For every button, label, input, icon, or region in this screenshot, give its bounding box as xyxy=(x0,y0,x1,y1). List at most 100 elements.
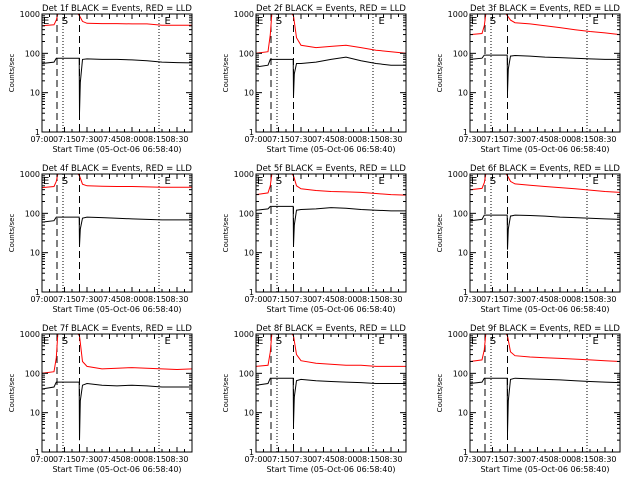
y-tick-label: 1 xyxy=(463,128,468,137)
chart-title: Det 2f BLACK = Events, RED = LLD xyxy=(256,4,406,14)
y-tick-label: 100 xyxy=(453,209,468,218)
x-tick-label: 07:30 xyxy=(75,135,98,144)
events-series-line xyxy=(41,216,192,246)
x-tick-label: 08:30 xyxy=(165,295,188,304)
events-series-line xyxy=(469,54,620,93)
chart-title: Det 4f BLACK = Events, RED = LLD xyxy=(42,164,192,174)
y-axis-label: Counts/sec xyxy=(8,374,16,413)
interval-flag-label: E xyxy=(471,16,477,27)
x-tick-label: 07:30 xyxy=(75,295,98,304)
chart-panel: Det 1f BLACK = Events, RED = LLD 1 10 100 10… xyxy=(8,4,193,154)
y-tick-label: 1 xyxy=(249,128,254,137)
x-tick-label: 08:00 xyxy=(548,135,571,144)
x-tick-label: 08:15 xyxy=(143,455,166,464)
chart-panel: Det 3f BLACK = Events, RED = LLD 1 10 100 10… xyxy=(436,4,621,154)
x-tick-label: 07:15 xyxy=(267,135,290,144)
interval-flag-label: S xyxy=(62,16,68,27)
x-tick-label: 07:15 xyxy=(53,295,76,304)
chart-title: Det 5f BLACK = Events, RED = LLD xyxy=(256,164,406,174)
interval-flag-label: E xyxy=(165,336,171,347)
x-tick-label: 08:00 xyxy=(120,455,143,464)
x-tick-label: 08:00 xyxy=(334,135,357,144)
x-tick-label: 08:00 xyxy=(120,135,143,144)
x-tick-label: 07:15 xyxy=(267,455,290,464)
y-axis-label: Counts/sec xyxy=(436,214,444,253)
lld-series-line xyxy=(41,333,193,374)
x-axis-label: Start Time (05-Oct-06 06:58:40) xyxy=(52,465,181,474)
interval-flag-label: E xyxy=(471,336,477,347)
plot-frame xyxy=(469,333,621,453)
x-tick-label: 08:15 xyxy=(357,135,380,144)
lld-series-line xyxy=(469,13,621,36)
x-tick-label: 08:30 xyxy=(379,455,402,464)
x-tick-label: 08:30 xyxy=(165,455,188,464)
y-tick-label: 100 xyxy=(25,369,40,378)
x-axis-label: Start Time (05-Oct-06 06:58:40) xyxy=(52,145,181,154)
lld-series-line xyxy=(41,13,192,27)
x-tick-label: 07:30 xyxy=(458,455,481,464)
y-axis-label: Counts/sec xyxy=(8,214,16,253)
interval-flag-label: E xyxy=(379,176,385,187)
y-tick-label: 10 xyxy=(30,409,40,418)
events-series-line xyxy=(255,205,406,246)
interval-flag-label: E xyxy=(593,336,599,347)
events-series-line xyxy=(469,377,621,434)
y-tick-label: 100 xyxy=(239,369,254,378)
events-series-line xyxy=(469,214,621,250)
y-tick-label: 100 xyxy=(25,209,40,218)
interval-flag-label: E xyxy=(257,176,263,187)
chart-title: Det 7f BLACK = Events, RED = LLD xyxy=(42,324,192,334)
y-axis-label: Counts/sec xyxy=(436,54,444,93)
chart-title: Det 9f BLACK = Events, RED = LLD xyxy=(470,324,620,334)
x-tick-label: 07:15 xyxy=(481,455,504,464)
y-tick-label: 100 xyxy=(239,209,254,218)
y-axis-label: Counts/sec xyxy=(222,374,230,413)
x-tick-label: 07:45 xyxy=(98,135,121,144)
y-tick-label: 1000 xyxy=(234,330,254,339)
plot-frame xyxy=(255,13,407,133)
x-tick-label: 07:00 xyxy=(30,135,53,144)
chart-panel: Det 4f BLACK = Events, RED = LLD 1 10 100 10… xyxy=(8,164,193,314)
chart-panel: Det 5f BLACK = Events, RED = LLD 1 10 100 10… xyxy=(222,164,407,314)
x-tick-label: 07:30 xyxy=(289,455,312,464)
x-tick-label: 07:30 xyxy=(503,455,526,464)
x-tick-label: 08:30 xyxy=(593,295,616,304)
interval-flag-label: E xyxy=(165,176,171,187)
chart-title: Det 3f BLACK = Events, RED = LLD xyxy=(470,4,620,14)
interval-flag-label: S xyxy=(490,16,496,27)
y-tick-label: 1 xyxy=(35,288,40,297)
x-axis-label: Start Time (05-Oct-06 06:58:40) xyxy=(266,145,395,154)
y-tick-label: 10 xyxy=(30,249,40,258)
x-axis-label: Start Time (05-Oct-06 06:58:40) xyxy=(266,305,395,314)
x-tick-label: 07:30 xyxy=(75,455,98,464)
y-tick-label: 1000 xyxy=(448,330,468,339)
y-tick-label: 1000 xyxy=(20,330,40,339)
x-tick-label: 08:30 xyxy=(379,135,402,144)
y-tick-label: 1 xyxy=(35,128,40,137)
interval-flag-label: S xyxy=(62,336,68,347)
x-tick-label: 07:45 xyxy=(526,135,549,144)
interval-flag-label: S xyxy=(490,336,496,347)
x-tick-label: 07:45 xyxy=(98,295,121,304)
x-tick-label: 08:30 xyxy=(593,135,616,144)
y-tick-label: 10 xyxy=(458,249,468,258)
y-tick-label: 100 xyxy=(453,369,468,378)
y-tick-label: 10 xyxy=(458,409,468,418)
x-tick-label: 07:15 xyxy=(53,455,76,464)
x-tick-label: 07:45 xyxy=(526,295,549,304)
x-axis-label: Start Time (05-Oct-06 06:58:40) xyxy=(480,305,609,314)
interval-flag-label: E xyxy=(43,336,49,347)
x-tick-label: 07:30 xyxy=(503,135,526,144)
x-tick-label: 07:45 xyxy=(312,295,335,304)
plot-frame xyxy=(41,333,193,453)
plot-frame xyxy=(41,173,193,293)
y-tick-label: 1000 xyxy=(20,170,40,179)
x-tick-label: 08:15 xyxy=(143,295,166,304)
plot-frame xyxy=(255,333,407,453)
x-tick-label: 07:15 xyxy=(53,135,76,144)
x-tick-label: 07:00 xyxy=(244,295,267,304)
chart-panel: Det 8f BLACK = Events, RED = LLD 1 10 100 10… xyxy=(222,324,407,474)
y-tick-label: 1000 xyxy=(20,10,40,19)
x-tick-label: 07:15 xyxy=(481,295,504,304)
y-axis-label: Counts/sec xyxy=(436,374,444,413)
